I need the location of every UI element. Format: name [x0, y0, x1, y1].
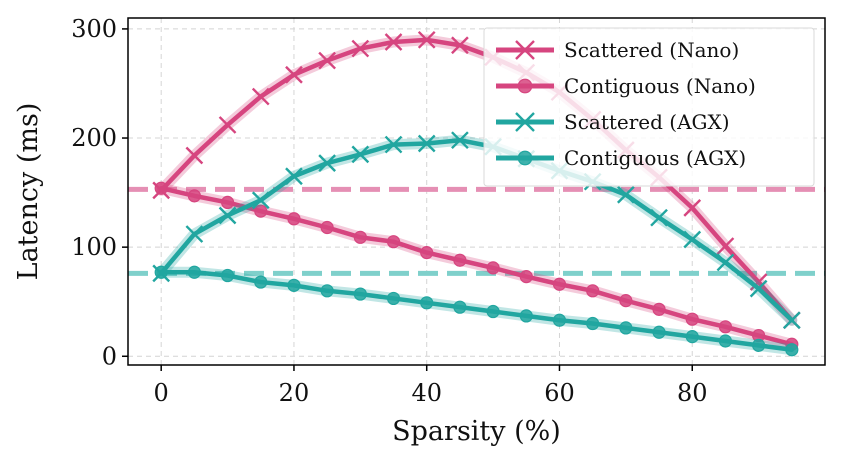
data-point	[552, 277, 567, 291]
data-point	[453, 300, 467, 314]
data-point	[187, 265, 201, 279]
data-point	[318, 154, 336, 172]
data-point	[782, 311, 801, 330]
data-point	[420, 246, 434, 260]
data-point	[251, 87, 270, 106]
data-point	[515, 40, 535, 60]
data-point	[185, 225, 204, 243]
data-point	[683, 199, 702, 217]
data-point	[552, 313, 567, 327]
legend-item: Contiguous (Nano)	[496, 74, 756, 98]
data-point	[451, 36, 469, 55]
data-point	[716, 253, 735, 272]
legend: Scattered (Nano) Contiguous (Nano) Scatter…	[483, 27, 815, 187]
data-point	[353, 230, 367, 244]
data-point	[320, 284, 334, 298]
data-point	[718, 320, 733, 334]
y-tick-label: 300	[71, 15, 117, 43]
data-point	[384, 135, 403, 154]
legend-label: Contiguous (AGX)	[564, 146, 746, 170]
data-point	[353, 287, 367, 301]
data-point	[652, 302, 666, 316]
data-point	[718, 334, 733, 348]
legend-box	[483, 27, 815, 187]
data-point	[318, 51, 336, 70]
data-point	[519, 270, 533, 284]
data-point	[386, 235, 401, 249]
data-point	[285, 167, 303, 186]
data-point	[351, 145, 370, 164]
y-tick-label: 100	[71, 233, 117, 261]
data-point	[154, 265, 168, 279]
data-point	[652, 325, 666, 339]
series-contiguous-nano	[154, 181, 799, 351]
data-point	[218, 206, 237, 225]
data-point	[218, 116, 237, 134]
data-point	[287, 212, 301, 226]
y-axis-label: Latency (ms)	[13, 103, 44, 281]
data-point	[285, 65, 303, 84]
plot-frame	[127, 17, 826, 366]
data-point	[650, 208, 668, 227]
data-point	[254, 275, 268, 289]
data-point	[320, 220, 334, 235]
data-point	[254, 204, 268, 218]
data-point	[752, 338, 766, 352]
y-tick-label: 0	[102, 342, 117, 370]
data-point	[386, 291, 401, 306]
data-point	[451, 131, 469, 150]
data-point	[716, 237, 735, 255]
data-point	[517, 150, 533, 166]
series-contiguous-agx	[154, 265, 799, 357]
data-point	[586, 284, 600, 298]
data-point	[517, 78, 533, 94]
x-axis-label: Sparsity (%)	[392, 416, 561, 447]
legend-label: Contiguous (Nano)	[564, 74, 756, 98]
data-point	[515, 112, 535, 132]
data-point	[785, 343, 799, 357]
data-point	[251, 191, 270, 210]
data-point	[187, 189, 201, 203]
data-point	[417, 30, 436, 49]
data-point	[685, 330, 699, 344]
data-point	[486, 261, 500, 275]
data-point	[453, 253, 467, 267]
axis-ticks: 0 20 40 60 80 0 100 200 300	[71, 15, 707, 407]
legend-item: Contiguous (AGX)	[496, 146, 746, 170]
data-point	[486, 304, 500, 319]
x-tick-label: 20	[279, 379, 310, 407]
reference-lines	[128, 186, 825, 276]
data-point	[420, 296, 434, 310]
legend-item: Scattered (AGX)	[496, 110, 730, 134]
data-point	[586, 316, 600, 331]
data-point	[384, 33, 403, 51]
legend-item: Scattered (Nano)	[496, 38, 739, 62]
data-point	[185, 146, 204, 165]
x-tick-label: 0	[154, 379, 169, 407]
data-point	[220, 268, 235, 283]
data-point	[519, 309, 533, 323]
data-point	[417, 134, 436, 153]
x-tick-label: 60	[544, 379, 575, 407]
data-point	[749, 273, 768, 291]
legend-label: Scattered (AGX)	[564, 110, 730, 134]
data-point	[617, 185, 635, 204]
y-tick-label: 200	[71, 124, 117, 152]
x-tick-label: 40	[411, 379, 442, 407]
x-tick-label: 80	[677, 379, 708, 407]
data-point	[683, 230, 702, 249]
data-point	[154, 181, 168, 195]
data-point	[619, 294, 633, 308]
data-point	[685, 312, 699, 326]
data-point	[220, 195, 235, 210]
legend-label: Scattered (Nano)	[564, 38, 739, 62]
data-point	[619, 321, 633, 335]
data-point	[351, 39, 370, 58]
data-point	[287, 278, 301, 292]
data-point	[749, 279, 768, 298]
